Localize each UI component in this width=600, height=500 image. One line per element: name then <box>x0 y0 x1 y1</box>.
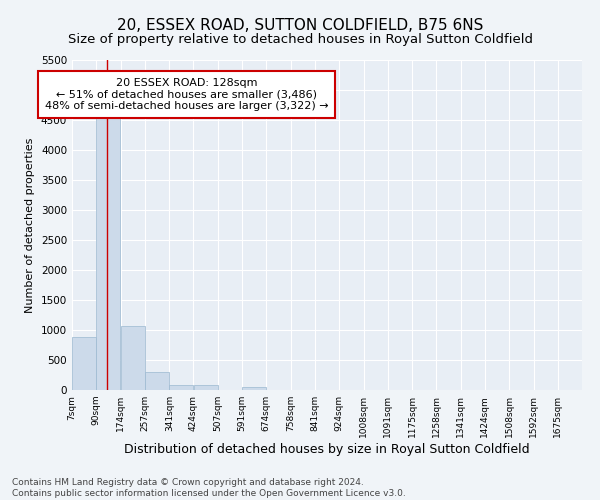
Bar <box>145 372 169 390</box>
Bar <box>96 116 120 390</box>
Text: Size of property relative to detached houses in Royal Sutton Coldfield: Size of property relative to detached ho… <box>67 32 533 46</box>
Bar <box>242 387 266 390</box>
Y-axis label: Number of detached properties: Number of detached properties <box>25 138 35 312</box>
Bar <box>194 385 218 390</box>
Text: Contains HM Land Registry data © Crown copyright and database right 2024.
Contai: Contains HM Land Registry data © Crown c… <box>12 478 406 498</box>
Bar <box>121 326 145 390</box>
Text: 20, ESSEX ROAD, SUTTON COLDFIELD, B75 6NS: 20, ESSEX ROAD, SUTTON COLDFIELD, B75 6N… <box>117 18 483 32</box>
Text: 20 ESSEX ROAD: 128sqm
← 51% of detached houses are smaller (3,486)
48% of semi-d: 20 ESSEX ROAD: 128sqm ← 51% of detached … <box>44 78 328 111</box>
X-axis label: Distribution of detached houses by size in Royal Sutton Coldfield: Distribution of detached houses by size … <box>124 442 530 456</box>
Bar <box>169 385 193 390</box>
Bar <box>72 337 96 390</box>
